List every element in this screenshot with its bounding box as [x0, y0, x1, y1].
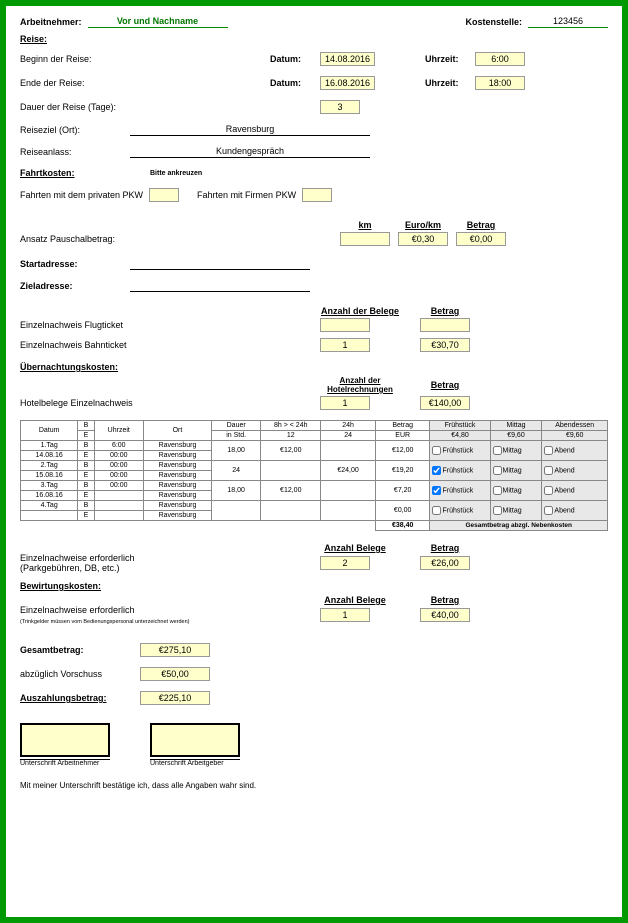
anz-hdr: Anzahl der Belege: [320, 306, 400, 316]
bahn-anz[interactable]: 1: [320, 338, 370, 352]
mittag-check[interactable]: [493, 506, 502, 515]
auszahl-val: €225,10: [140, 691, 210, 705]
abend-check[interactable]: [544, 446, 553, 455]
start-field[interactable]: [130, 258, 310, 270]
firmen-label: Fahrten mit Firmen PKW: [197, 190, 296, 200]
bewirt-anz[interactable]: 1: [320, 608, 370, 622]
eurokm-field: €0,30: [398, 232, 448, 246]
mittag-check[interactable]: [493, 466, 502, 475]
bewirt-anz-hdr: Anzahl Belege: [320, 595, 390, 605]
pauschal-label: Ansatz Pauschalbetrag:: [20, 234, 340, 244]
einzel-betrag-hdr: Betrag: [420, 543, 470, 553]
gesamt-label: Gesamtbetrag:: [20, 645, 140, 655]
dauer-label: Dauer der Reise (Tage):: [20, 102, 270, 112]
end-date[interactable]: 16.08.2016: [320, 76, 375, 90]
flug-anz[interactable]: [320, 318, 370, 332]
privat-label: Fahrten mit dem privaten PKW: [20, 190, 143, 200]
km-field[interactable]: [340, 232, 390, 246]
end-time[interactable]: 18:00: [475, 76, 525, 90]
fruh-check[interactable]: [432, 506, 441, 515]
ziel-field[interactable]: Ravensburg: [130, 124, 370, 136]
einzel-label: Einzelnachweise erforderlich: [20, 553, 135, 563]
bewirt-sub: (Trinkgelder müssen vom Bedienungsperson…: [20, 619, 189, 625]
einzel-betrag[interactable]: €26,00: [420, 556, 470, 570]
sig-an-label: Unterschrift Arbeitnehmer: [20, 759, 110, 767]
begin-label: Beginn der Reise:: [20, 54, 150, 64]
betrag-field: €0,00: [456, 232, 506, 246]
eurokm-hdr: Euro/km: [398, 220, 448, 230]
ankreuzen-label: Bitte ankreuzen: [150, 170, 202, 177]
vorschuss-label: abzüglich Vorschuss: [20, 669, 140, 679]
daily-table: DatumBUhrzeitOrtDauer8h > < 24h24hBetrag…: [20, 420, 608, 531]
begin-date[interactable]: 14.08.2016: [320, 52, 375, 66]
form-container: Arbeitnehmer: Vor und Nachname Kostenste…: [0, 0, 628, 923]
hotel-betrag-hdr: Betrag: [420, 380, 470, 390]
header-row: Arbeitnehmer: Vor und Nachname Kostenste…: [20, 16, 608, 28]
section-reise: Reise:: [20, 34, 608, 44]
begin-time[interactable]: 6:00: [475, 52, 525, 66]
einzel-anz-hdr: Anzahl Belege: [320, 543, 390, 553]
cost-field[interactable]: 123456: [528, 16, 608, 28]
ziel2-label: Zieladresse:: [20, 281, 130, 291]
start-label: Startadresse:: [20, 259, 130, 269]
km-hdr: km: [340, 220, 390, 230]
fruh-check[interactable]: [432, 466, 441, 475]
section-fahrt: Fahrtkosten:: [20, 168, 150, 178]
sig-ag-label: Unterschrift Arbeitgeber: [150, 759, 240, 767]
flug-label: Einzelnachweis Flugticket: [20, 320, 320, 330]
flug-betrag[interactable]: [420, 318, 470, 332]
sig-employer[interactable]: [150, 723, 240, 757]
bahn-betrag[interactable]: €30,70: [420, 338, 470, 352]
bewirt-betrag[interactable]: €40,00: [420, 608, 470, 622]
vorschuss-val[interactable]: €50,00: [140, 667, 210, 681]
mittag-check[interactable]: [493, 446, 502, 455]
einzel-sub: (Parkgebühren, DB, etc.): [20, 563, 120, 573]
fruh-check[interactable]: [432, 446, 441, 455]
hotel-anz-hdr: Anzahl der Hotelrechnungen: [310, 376, 410, 394]
datum-label-2: Datum:: [270, 78, 320, 88]
ziel-label: Reiseziel (Ort):: [20, 125, 130, 135]
cost-label: Kostenstelle:: [465, 17, 522, 27]
section-uebernacht: Übernachtungskosten:: [20, 362, 608, 372]
hotel-anz[interactable]: 1: [320, 396, 370, 410]
einzel-anz[interactable]: 2: [320, 556, 370, 570]
dauer-field: 3: [320, 100, 360, 114]
firmen-check[interactable]: [302, 188, 332, 202]
ziel2-field[interactable]: [130, 280, 310, 292]
abend-check[interactable]: [544, 466, 553, 475]
abend-check[interactable]: [544, 506, 553, 515]
betrag-hdr2: Betrag: [420, 306, 470, 316]
betrag-hdr: Betrag: [456, 220, 506, 230]
uhrzeit-label: Uhrzeit:: [425, 54, 475, 64]
anlass-label: Reiseanlass:: [20, 147, 130, 157]
employee-label: Arbeitnehmer:: [20, 17, 82, 27]
name-field[interactable]: Vor und Nachname: [88, 16, 228, 28]
fruh-check[interactable]: [432, 486, 441, 495]
bewirt-betrag-hdr: Betrag: [420, 595, 470, 605]
privat-check[interactable]: [149, 188, 179, 202]
bahn-label: Einzelnachweis Bahnticket: [20, 340, 320, 350]
uhrzeit-label-2: Uhrzeit:: [425, 78, 475, 88]
gesamt-val: €275,10: [140, 643, 210, 657]
mittag-check[interactable]: [493, 486, 502, 495]
sig-employee[interactable]: [20, 723, 110, 757]
datum-label: Datum:: [270, 54, 320, 64]
section-bewirt: Bewirtungskosten:: [20, 581, 608, 591]
abend-check[interactable]: [544, 486, 553, 495]
daily-table-wrap: DatumBUhrzeitOrtDauer8h > < 24h24hBetrag…: [20, 420, 608, 531]
hotel-label: Hotelbelege Einzelnachweis: [20, 398, 320, 408]
anlass-field[interactable]: Kundengespräch: [130, 146, 370, 158]
confirm-text: Mit meiner Unterschrift bestätige ich, d…: [20, 781, 608, 790]
bewirt-label: Einzelnachweise erforderlich: [20, 605, 135, 615]
hotel-betrag[interactable]: €140,00: [420, 396, 470, 410]
end-label: Ende der Reise:: [20, 78, 150, 88]
auszahl-label: Auszahlungsbetrag:: [20, 693, 140, 703]
